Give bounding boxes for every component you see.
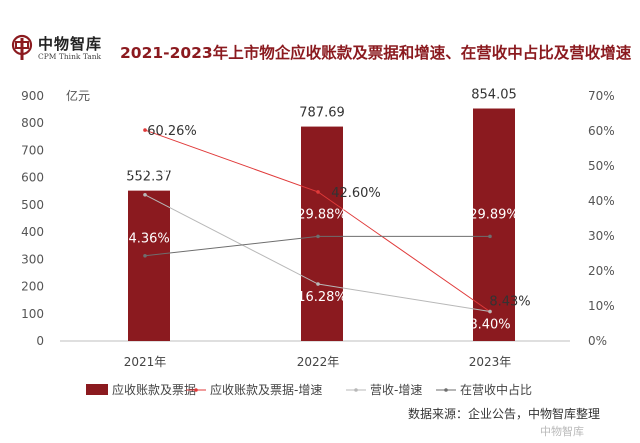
line-value-label: 8.43%	[489, 294, 530, 309]
y-tick-label: 500	[21, 198, 44, 212]
y-tick-label: 600	[21, 171, 44, 185]
chart-title: 2021-2023年上市物企应收账款及票据和增速、在营收中占比及营收增速	[120, 44, 632, 62]
series-point	[488, 234, 492, 239]
bar-value-label: 854.05	[471, 88, 517, 103]
series-point	[488, 309, 492, 314]
x-tick-label: 2023年	[469, 355, 512, 369]
line-value-label: 29.89%	[469, 207, 519, 222]
legend-swatch-marker	[354, 388, 358, 392]
series-point	[316, 190, 320, 194]
series-point	[143, 128, 147, 132]
line-value-label: 41.77%	[120, 164, 170, 179]
legend-label: 应收账款及票据	[112, 382, 196, 397]
y-tick-label: 800	[21, 116, 44, 130]
x-tick-label: 2021年	[124, 355, 167, 369]
bar	[128, 190, 170, 341]
line-value-label: 8.40%	[469, 318, 510, 333]
y2-tick-label: 30%	[588, 229, 615, 243]
y-tick-label: 900	[21, 89, 44, 103]
brand-name-en: CPM Think Tank	[38, 52, 102, 61]
y2-tick-label: 50%	[588, 159, 615, 173]
watermark: 中物智库	[540, 425, 584, 438]
y-unit-label: 亿元	[66, 88, 90, 103]
line-value-label: 16.28%	[297, 290, 347, 305]
y-tick-label: 200	[21, 280, 44, 294]
y2-tick-label: 70%	[588, 89, 615, 103]
cpm-logo-icon	[11, 34, 33, 60]
series-point	[143, 193, 147, 197]
bar	[473, 108, 515, 342]
legend-label: 应收账款及票据-增速	[210, 382, 322, 397]
line-value-label: 24.36%	[120, 232, 170, 247]
y-tick-label: 300	[21, 252, 44, 266]
series-point	[316, 282, 320, 286]
y2-tick-label: 0%	[588, 334, 607, 348]
y2-tick-label: 20%	[588, 264, 615, 278]
series-point	[143, 253, 147, 258]
legend-label: 在营收中占比	[460, 382, 532, 397]
line-value-label: 60.26%	[147, 124, 197, 139]
legend-swatch	[86, 384, 108, 395]
y-tick-label: 0	[36, 334, 44, 348]
y-tick-label: 700	[21, 143, 44, 157]
y2-tick-label: 10%	[588, 299, 615, 313]
y2-tick-label: 60%	[588, 124, 615, 138]
data-source: 数据来源：企业公告，中物智库整理	[408, 407, 601, 421]
y-tick-label: 400	[21, 225, 44, 239]
y-tick-label: 100	[21, 307, 44, 321]
brand-name: 中物智库	[38, 35, 103, 53]
bar-value-label: 552.37	[126, 170, 172, 185]
bar-value-label: 787.69	[299, 106, 345, 121]
legend-swatch-marker	[444, 388, 448, 392]
bar	[301, 126, 343, 342]
x-tick-label: 2022年	[297, 355, 340, 369]
line-value-label: 29.88%	[297, 207, 347, 222]
legend-swatch-marker	[194, 388, 198, 392]
header: 中物智库 CPM Think Tank 2021-2023年上市物企应收账款及票…	[0, 0, 640, 72]
series-point	[316, 234, 320, 239]
y2-tick-label: 40%	[588, 194, 615, 208]
line-value-label: 42.60%	[331, 186, 381, 201]
legend-label: 营收-增速	[370, 383, 422, 397]
